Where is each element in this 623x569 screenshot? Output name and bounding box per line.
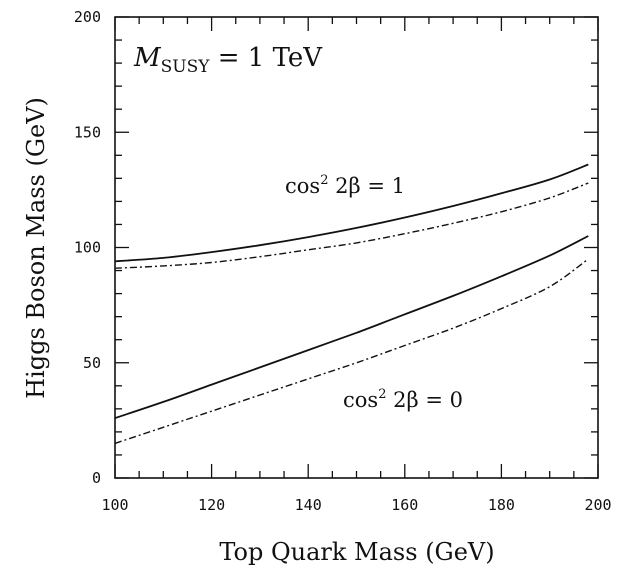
series-lines	[114, 163, 589, 445]
y-tick-label: 150	[74, 123, 101, 141]
x-tick-label: 100	[101, 496, 128, 514]
annotation-cos2-0-body: 2β = 0	[386, 388, 462, 412]
annotation-msusy-rest: = 1 TeV	[209, 43, 323, 73]
annotation-msusy-main: M	[133, 43, 162, 73]
annotation-msusy: MSUSY = 1 TeV	[133, 43, 323, 77]
x-tick-label: 140	[295, 496, 322, 514]
x-tick-label: 200	[584, 496, 611, 514]
x-tick-label: 160	[391, 496, 418, 514]
series-line-4-dashdot	[114, 258, 589, 445]
tick-labels: 100 120 140 160 180 200 0 50 100 150 200	[74, 8, 612, 514]
y-tick-label: 100	[74, 239, 101, 257]
annotation-cos2-1-prefix: cos	[285, 174, 320, 198]
annotation-cos2-0-sup: 2	[378, 387, 386, 402]
annotation-cos2-0-prefix: cos	[343, 388, 378, 412]
y-tick-label: 0	[92, 469, 101, 487]
y-tick-label: 200	[74, 8, 101, 26]
annotation-msusy-sub: SUSY	[161, 57, 211, 77]
series-line-2-dashdot	[114, 182, 589, 269]
x-axis-title: Top Quark Mass (GeV)	[219, 538, 494, 566]
annotation-cos2-1-body: 2β = 1	[328, 174, 404, 198]
x-tick-label: 180	[488, 496, 515, 514]
annotation-cos2-1: cos2 2β = 1	[285, 173, 405, 198]
series-line-1-solid	[114, 163, 589, 263]
y-tick-label: 50	[83, 354, 101, 372]
y-axis-title: Higgs Boson Mass (GeV)	[22, 97, 50, 399]
axis-ticks	[114, 16, 599, 479]
series-line-3-solid	[114, 235, 589, 419]
x-tick-label: 120	[198, 496, 225, 514]
annotation-cos2-1-sup: 2	[320, 173, 328, 188]
annotation-cos2-0: cos2 2β = 0	[343, 387, 463, 412]
